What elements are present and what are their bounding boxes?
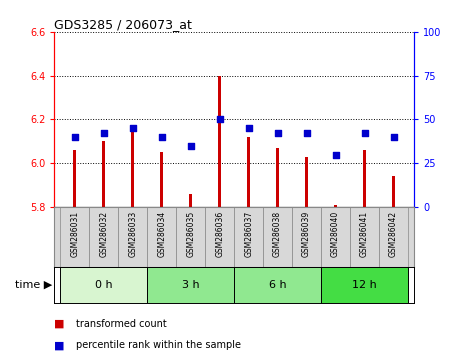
Text: 0 h: 0 h [95, 280, 113, 290]
Text: GSM286036: GSM286036 [215, 211, 224, 257]
Bar [392, 176, 395, 207]
Bar [350, 207, 379, 267]
Text: GSM286040: GSM286040 [331, 211, 340, 257]
Bar [60, 207, 89, 267]
Bar [321, 207, 350, 267]
Bar [292, 207, 321, 267]
Bar [247, 137, 250, 207]
Point [245, 125, 253, 131]
Text: GSM286032: GSM286032 [99, 211, 108, 257]
Point [361, 131, 368, 136]
Bar [321, 267, 408, 303]
Text: GSM286033: GSM286033 [128, 211, 137, 257]
Text: GDS3285 / 206073_at: GDS3285 / 206073_at [54, 18, 192, 31]
Text: GSM286035: GSM286035 [186, 211, 195, 257]
Bar [147, 267, 234, 303]
Bar [276, 148, 280, 207]
Bar [234, 207, 263, 267]
Text: GSM286034: GSM286034 [157, 211, 166, 257]
Point [332, 152, 340, 157]
Text: ■: ■ [54, 319, 65, 329]
Text: GSM286041: GSM286041 [360, 211, 369, 257]
Bar [189, 194, 193, 207]
Bar [60, 267, 147, 303]
Point [129, 125, 136, 131]
Bar [379, 207, 408, 267]
Bar [160, 152, 163, 207]
Point [187, 143, 194, 149]
Bar [305, 157, 308, 207]
Text: GSM286038: GSM286038 [273, 211, 282, 257]
Bar [234, 267, 321, 303]
Bar [363, 150, 366, 207]
Bar [147, 207, 176, 267]
Bar [118, 207, 147, 267]
Bar [131, 130, 134, 207]
Text: ■: ■ [54, 340, 65, 350]
Text: GSM286031: GSM286031 [70, 211, 79, 257]
Text: GSM286042: GSM286042 [389, 211, 398, 257]
Bar [89, 207, 118, 267]
Point [216, 116, 223, 122]
Bar [218, 76, 221, 207]
Bar [73, 150, 77, 207]
Text: GSM286039: GSM286039 [302, 211, 311, 257]
Bar [263, 207, 292, 267]
Point [158, 134, 166, 140]
Text: transformed count: transformed count [76, 319, 166, 329]
Bar [334, 205, 337, 207]
Text: time ▶: time ▶ [15, 280, 52, 290]
Bar [176, 207, 205, 267]
Text: GSM286037: GSM286037 [244, 211, 253, 257]
Point [274, 131, 281, 136]
Point [303, 131, 310, 136]
Point [71, 134, 79, 140]
Text: 6 h: 6 h [269, 280, 287, 290]
Text: percentile rank within the sample: percentile rank within the sample [76, 340, 241, 350]
Point [390, 134, 397, 140]
Point [100, 131, 107, 136]
Bar [102, 141, 105, 207]
Text: 12 h: 12 h [352, 280, 377, 290]
Text: 3 h: 3 h [182, 280, 200, 290]
Bar [205, 207, 234, 267]
